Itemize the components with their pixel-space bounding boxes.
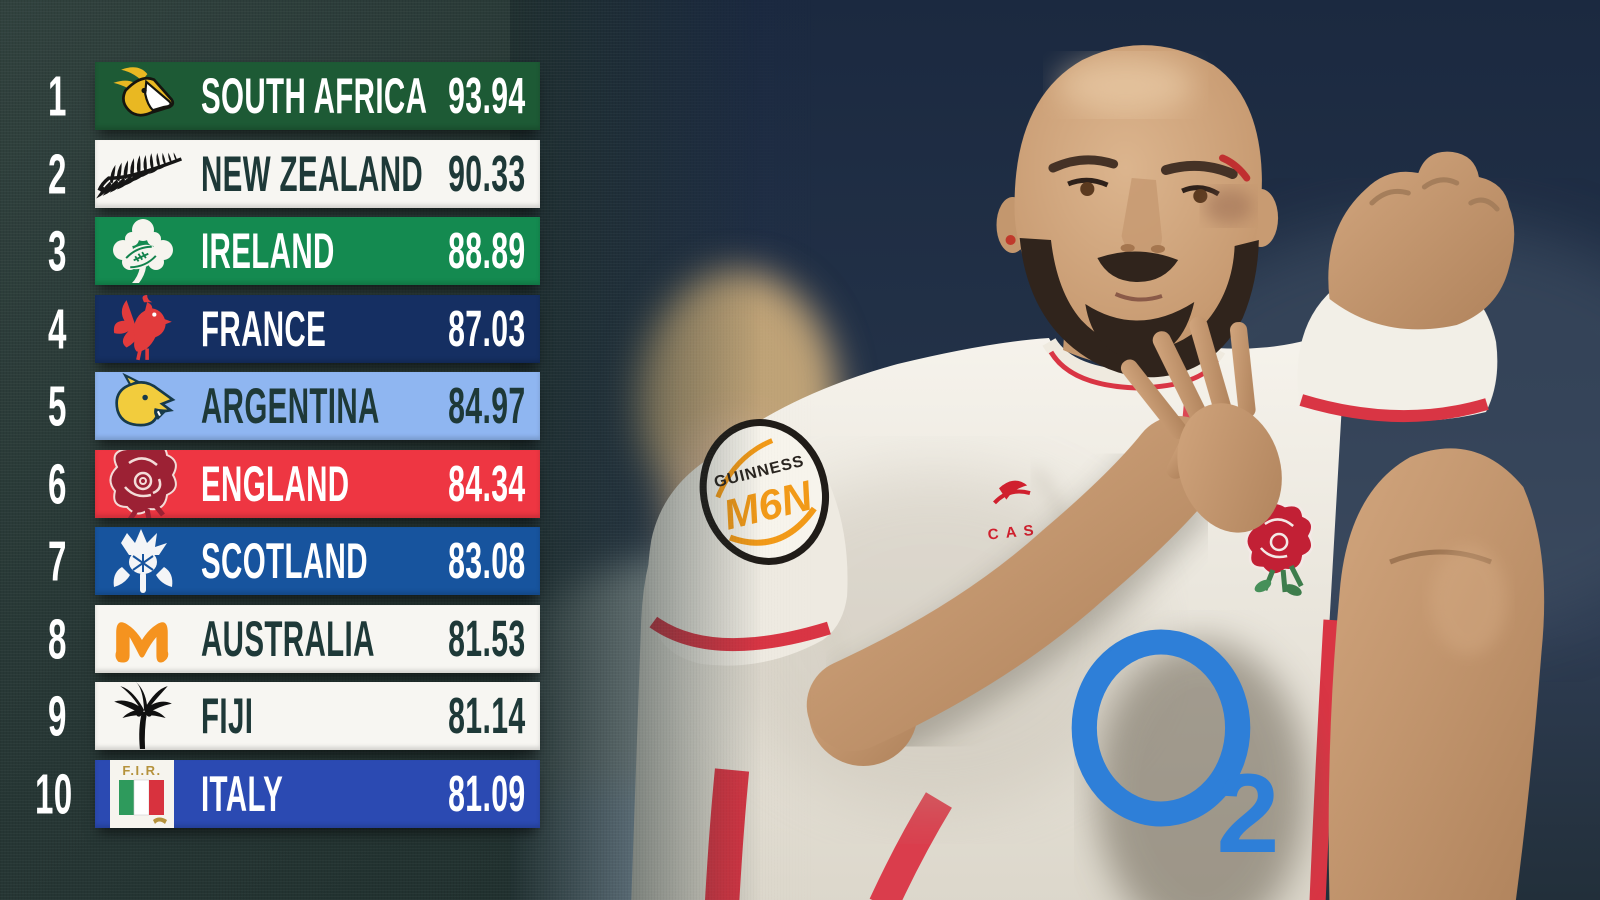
team-points: 87.03 [448,299,526,358]
silver-fern-icon [95,140,191,208]
team-name: ARGENTINA [201,377,380,434]
eyebrow [1048,155,1119,173]
team-points: 81.09 [448,764,526,823]
team-points: 88.89 [448,221,526,280]
team-name: ITALY [201,765,284,822]
team-name: SCOTLAND [201,532,368,589]
team-points: 81.14 [448,686,526,745]
rankings-panel: 1 SOUTH AFRICA 93.94 2 [0,0,620,900]
springbok-icon [95,62,191,130]
mouth [1114,292,1163,302]
player-photo: CAS 2 [439,0,1600,900]
rank-number: 7 [47,529,67,593]
team-bar: NEW ZEALAND 90.33 [95,140,540,208]
rank-number: 2 [47,142,67,206]
team-bar: SOUTH AFRICA 93.94 [95,62,540,130]
puma-icon [95,372,191,440]
rank-number: 5 [47,374,67,438]
team-bar: IRELAND 88.89 [95,217,540,285]
ranking-row: 9 [0,682,600,750]
team-bar: SCOTLAND 83.08 [95,527,540,595]
clapping-hand [1120,316,1282,533]
ranking-row: 8 AUSTRALIA 81.53 [0,605,600,673]
nose [1121,178,1162,254]
team-points: 83.08 [448,531,526,590]
rank-number: 3 [47,219,67,283]
player-left-arm [1297,151,1545,900]
ranking-row: 5 ARGENTINA 84.97 [0,372,600,440]
team-points: 90.33 [448,144,526,203]
panel-photo-blend [510,0,763,900]
eyebrow-cut [1219,154,1251,182]
team-bar: ARGENTINA 84.97 [95,372,540,440]
fir-flag-icon: F.I.R. [95,760,191,828]
team-name: FRANCE [201,300,327,357]
wallaby-icon [95,605,191,673]
rank-number: 9 [47,684,67,748]
team-name: NEW ZEALAND [201,145,424,202]
rank-number: 1 [47,64,67,128]
svg-text:2: 2 [1216,750,1279,875]
ranking-row: 3 [0,217,600,285]
rooster-icon [95,295,191,363]
eye [1080,182,1095,196]
player-right-arm [806,316,1282,767]
red-rose-icon [95,450,191,518]
thistle-icon [95,527,191,595]
rank-number: 6 [47,452,67,516]
palm-tree-icon [95,682,191,750]
player-photo-illustration: CAS 2 [439,0,1600,900]
team-name: AUSTRALIA [201,610,375,667]
team-bar: F.I.R. ITALY 81.09 [95,760,540,828]
team-points: 84.34 [448,454,526,513]
shamrock-ball-icon [95,217,191,285]
ranking-row: 4 FRANCE 87.03 [0,295,600,363]
team-bar: ENGLAND 84.34 [95,450,540,518]
team-name: ENGLAND [201,455,350,512]
team-points: 81.53 [448,609,526,668]
svg-text:F.I.R.: F.I.R. [122,763,161,778]
team-name: IRELAND [201,222,335,279]
team-points: 84.97 [448,376,526,435]
ranking-row: 1 SOUTH AFRICA 93.94 [0,62,600,130]
team-bar: AUSTRALIA 81.53 [95,605,540,673]
ranking-row: 2 [0,140,600,208]
castore-logo: CAS [987,480,1042,544]
clapping-fist [1328,151,1515,330]
eye [1193,189,1208,203]
team-points: 93.94 [448,66,526,125]
ranking-row: 7 SCOTLAND 83.08 [0,527,600,595]
team-name: FIJI [201,687,254,744]
rank-number: 8 [47,607,67,671]
eyebrow [1160,160,1238,179]
team-bar: FIJI 81.14 [95,682,540,750]
team-bar: FRANCE 87.03 [95,295,540,363]
o2-logo: 2 [1071,629,1279,876]
rank-number: 10 [34,762,73,826]
rank-number: 4 [47,297,67,361]
team-name: SOUTH AFRICA [201,67,428,124]
ranking-row: 10 F.I.R. ITALY 81.09 [0,760,600,828]
ranking-row: 6 ENGLAND 84.34 [0,450,600,518]
svg-text:CAS: CAS [987,521,1042,543]
